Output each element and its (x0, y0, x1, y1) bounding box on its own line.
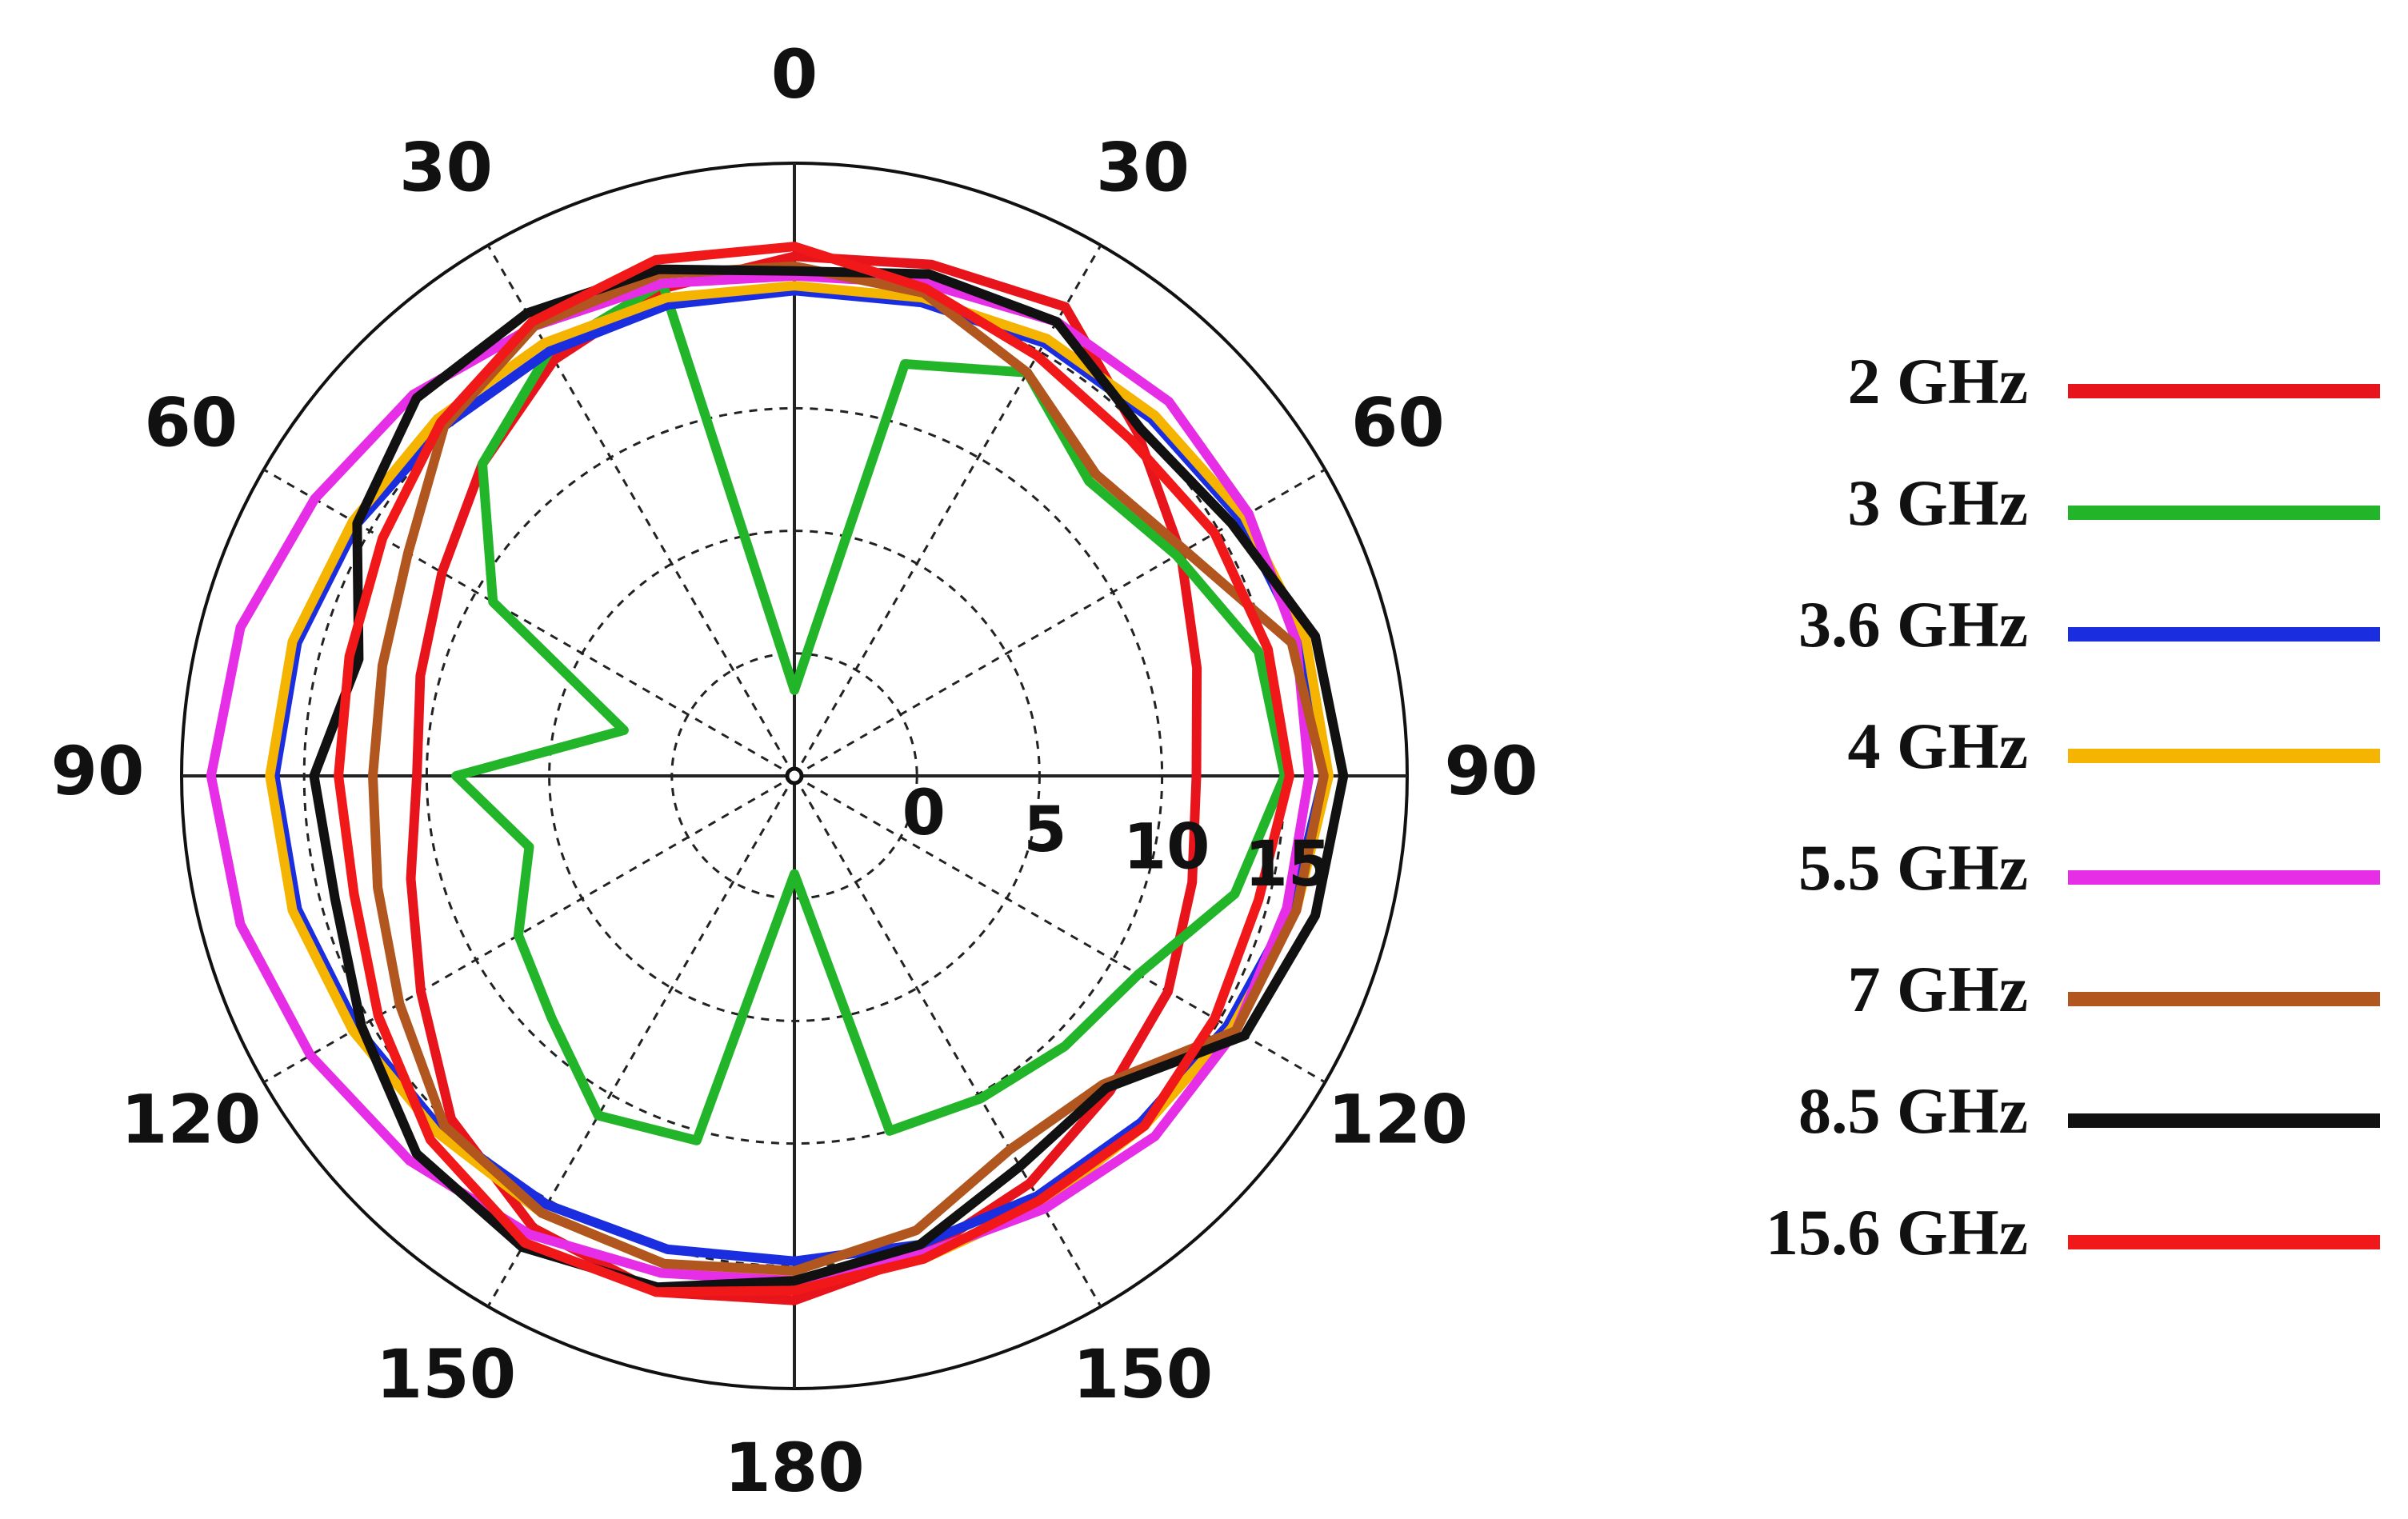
theta-tick-label: 0 (771, 35, 818, 114)
r-tick-label: 0 (902, 777, 946, 849)
theta-tick-label: 30 (1096, 129, 1190, 207)
series-line (334, 242, 1294, 1297)
theta-tick-label: 150 (376, 1335, 516, 1413)
grid-spoke (486, 775, 796, 1308)
grid-spoke (794, 468, 1326, 777)
grid-spoke (793, 244, 1102, 777)
center-marker (785, 766, 804, 785)
legend: 2 GHz 3 GHz 3.6 GHz 4 GHz 5.5 GHz 7 GHz 8.5 GH… (1766, 345, 2380, 1269)
legend-label: 5.5 GHz (1798, 831, 2028, 904)
grid-spoke (262, 774, 795, 1084)
theta-tick-label: 120 (121, 1080, 261, 1158)
theta-tick-label: 60 (1351, 383, 1445, 462)
r-tick-label: 5 (1023, 794, 1066, 866)
series-line (368, 261, 1329, 1276)
theta-tick-label: 90 (1445, 732, 1538, 810)
series-line (309, 264, 1349, 1293)
legend-label: 4 GHz (1848, 710, 2028, 782)
legend-label: 7 GHz (1848, 953, 2028, 1025)
r-tick-label: 10 (1123, 811, 1210, 883)
theta-tick-label: 120 (1328, 1080, 1468, 1158)
theta-tick-label: 150 (1073, 1335, 1213, 1413)
theta-tick-label: 30 (399, 129, 493, 207)
grid-spoke (793, 775, 1102, 1308)
legend-label: 3 GHz (1848, 466, 2028, 539)
legend-label: 15.6 GHz (1766, 1196, 2028, 1269)
legend-label: 2 GHz (1848, 345, 2028, 418)
legend-label: 8.5 GHz (1798, 1074, 2028, 1147)
grid-spoke (262, 468, 795, 777)
theta-tick-label: 60 (144, 383, 238, 462)
r-tick-label: 15 (1245, 829, 1332, 901)
plot-area (206, 242, 1349, 1305)
legend-label: 3.6 GHz (1798, 588, 2028, 661)
theta-tick-label: 90 (51, 732, 145, 810)
series-line (451, 278, 1290, 1145)
grid-spoke (486, 244, 796, 777)
theta-tick-label: 180 (724, 1429, 864, 1507)
grid-spoke (794, 774, 1326, 1084)
